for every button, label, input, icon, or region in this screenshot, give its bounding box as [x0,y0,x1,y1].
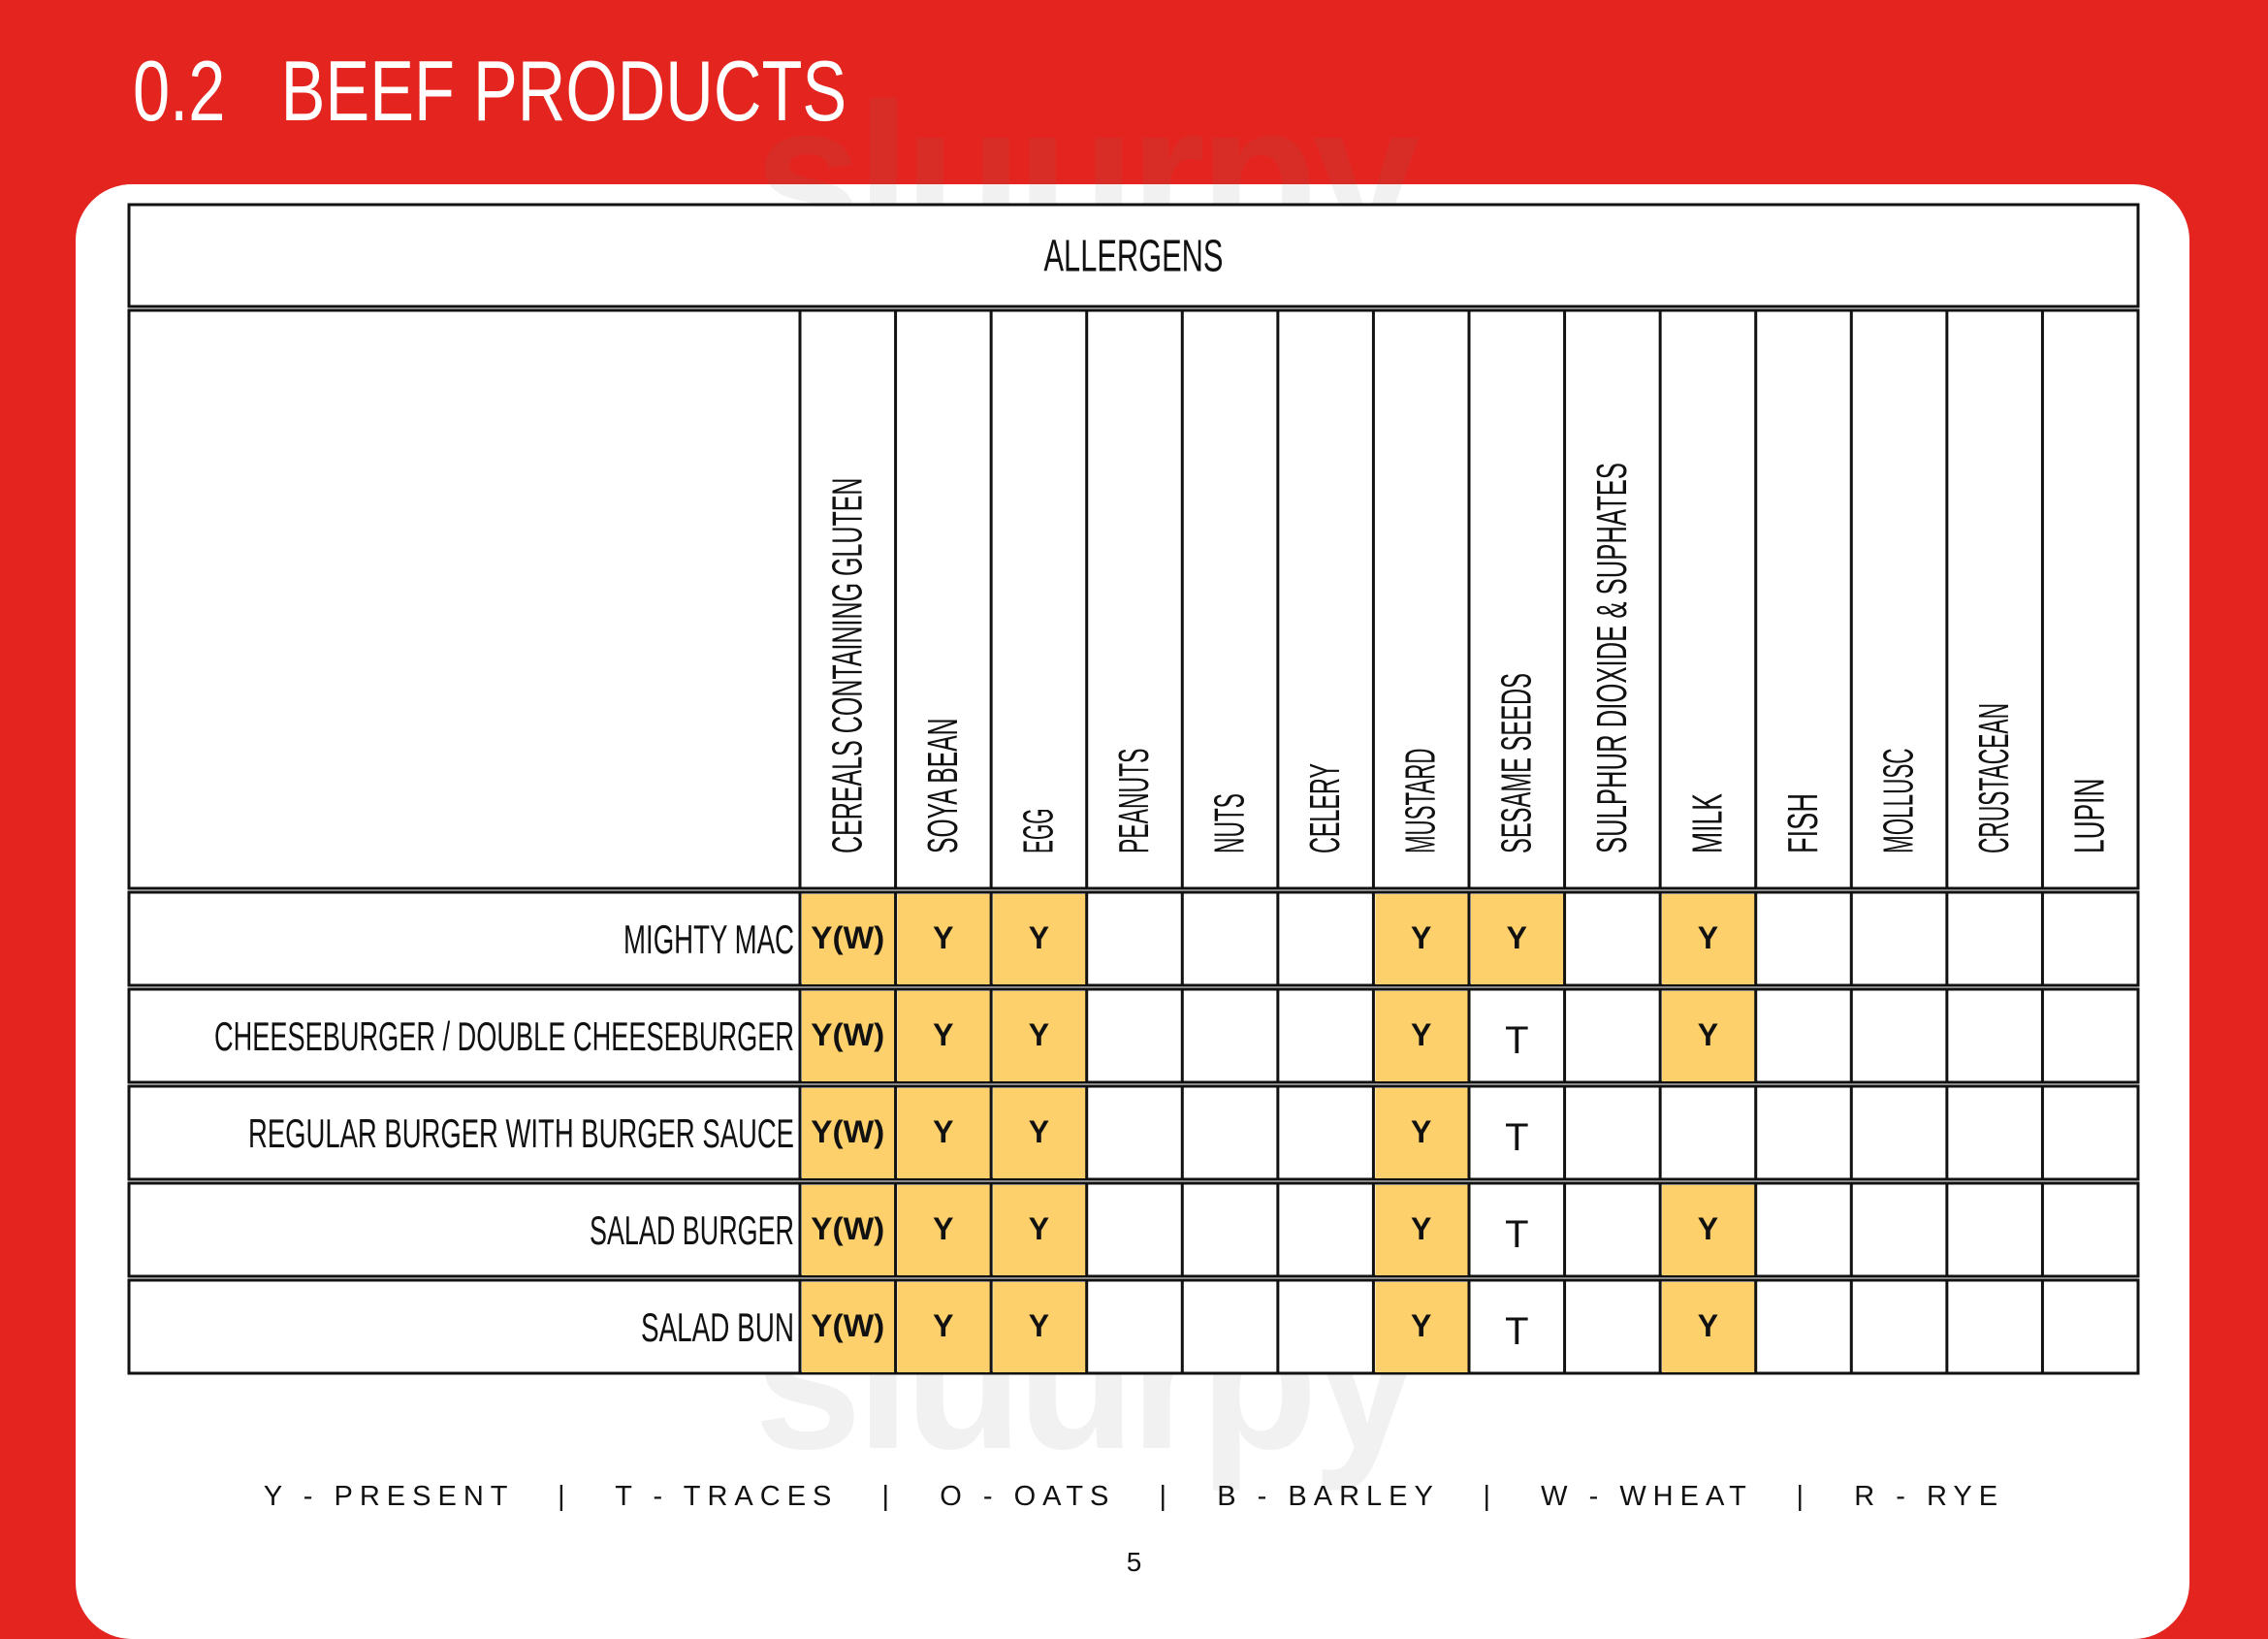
allergen-value: Y [1698,1211,1718,1246]
legend: Y - PRESENT | T - TRACES | O - OATS | B … [263,1481,2005,1512]
allergen-present-cell [993,991,1086,1081]
allergen-present-cell [993,1282,1086,1372]
column-header-label: PEANUTS [1110,749,1158,854]
allergen-value: Y [933,920,953,955]
allergen-present-cell [1375,894,1468,984]
allergen-present-cell [897,1185,991,1275]
allergen-value: Y [1411,1017,1431,1052]
allergen-present-cell [1375,1185,1468,1275]
allergen-present-cell [802,1088,895,1178]
allergen-value: Y [933,1017,953,1052]
column-header-label: SULPHUR DIOXIDE & SUPHATES [1588,463,1636,853]
allergen-value: Y [1411,1308,1431,1343]
allergen-table: ALLERGENS CEREALS CONTAINING GLUTEN SOYA B… [127,203,2140,1375]
allergen-value: T [1505,1019,1528,1062]
row-product-name: CHEESEBURGER / DOUBLE CHEESEBURGER [214,1013,794,1059]
allergen-value: Y [1029,1211,1049,1246]
allergens-header-title: ALLERGENS [1044,231,1224,281]
column-header-row [127,308,2140,890]
column-header-label: SOYA BEAN [919,718,967,853]
column-header-label: SESAME SEEDS [1492,673,1540,853]
allergen-value: Y [1029,1114,1049,1149]
column-header-label: EGG [1014,809,1062,854]
allergen-present-cell [1662,1282,1755,1372]
allergen-value: Y [1029,1017,1049,1052]
allergen-present-cell [1375,991,1468,1081]
allergen-value: Y [1411,1114,1431,1149]
allergen-value: Y [933,1114,953,1149]
allergen-value: Y [1411,1211,1431,1246]
allergen-value: Y(W) [811,1308,884,1343]
row-product-name: SALAD BUN [641,1304,794,1350]
allergen-value: Y [1698,1017,1718,1052]
allergen-present-cell [802,894,895,984]
table-row [127,1278,2140,1375]
allergen-present-cell [1375,1088,1468,1178]
row-product-name: REGULAR BURGER WITH BURGER SAUCE [248,1110,794,1156]
table-row [127,1181,2140,1278]
column-header-label: NUTS [1206,793,1254,853]
allergen-value: Y [933,1308,953,1343]
column-header-label: CEREALS CONTAINING GLUTEN [823,478,871,853]
section-number: 0.2 [133,43,226,139]
allergen-value: Y [1698,1308,1718,1343]
column-header-label: FISH [1779,793,1827,853]
row-product-name: MIGHTY MAC [623,916,794,962]
allergen-value: Y [1507,920,1527,955]
table-row [127,1084,2140,1181]
allergen-value: Y [1029,920,1049,955]
allergen-present-cell [1662,991,1755,1081]
allergen-present-cell [1375,1282,1468,1372]
allergen-value: T [1505,1213,1528,1256]
allergen-present-cell [993,894,1086,984]
allergen-present-cell [993,1185,1086,1275]
allergen-value: T [1505,1310,1528,1353]
row-product-name: SALAD BURGER [590,1207,794,1253]
column-header-label: MOLLUSC [1875,749,1923,853]
allergen-present-cell [1471,894,1564,984]
allergen-present-cell [1662,1185,1755,1275]
page-title: 0.2 BEEF PRODUCTS [133,48,847,134]
section-title: BEEF PRODUCTS [280,43,847,139]
allergen-value: Y(W) [811,1017,884,1052]
allergen-value: Y [1029,1308,1049,1343]
allergen-value: Y(W) [811,1114,884,1149]
table-row [127,987,2140,1084]
page-number: 5 [1126,1547,1142,1577]
allergen-present-cell [897,1088,991,1178]
allergen-present-cell [897,894,991,984]
allergen-value: Y(W) [811,920,884,955]
allergen-value: Y [1411,920,1431,955]
column-header-label: CELERY [1301,763,1349,853]
allergen-present-cell [897,1282,991,1372]
column-header-label: MILK [1683,793,1731,853]
column-header-label: MUSTARD [1397,749,1445,854]
allergen-present-cell [802,991,895,1081]
allergen-value: Y [1698,920,1718,955]
table-row [127,890,2140,987]
column-header-label: CRUSTACEAN [1970,703,2018,853]
column-header-label: LUPIN [2066,779,2114,854]
allergen-value: Y(W) [811,1211,884,1246]
allergen-present-cell [802,1282,895,1372]
allergen-present-cell [993,1088,1086,1178]
allergen-present-cell [897,991,991,1081]
allergen-value: T [1505,1116,1528,1159]
allergen-present-cell [802,1185,895,1275]
allergen-present-cell [1662,894,1755,984]
allergen-value: Y [933,1211,953,1246]
allergens-header-box [127,203,2140,308]
